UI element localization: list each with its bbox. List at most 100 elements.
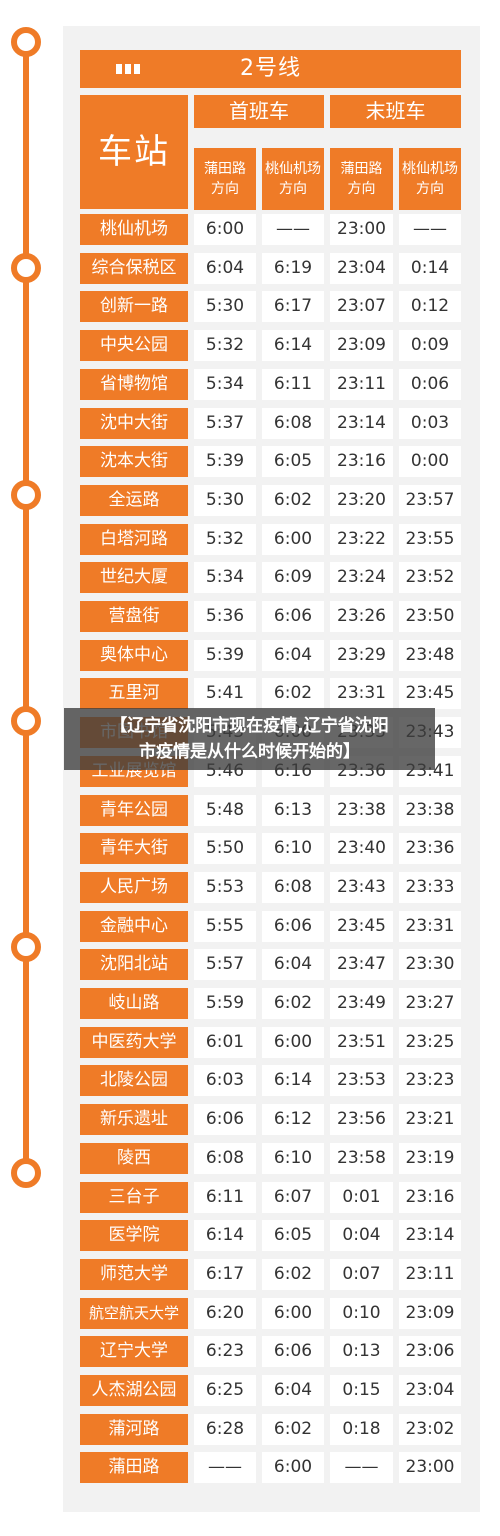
station-name: 五里河 [80,678,188,709]
station-name: 世纪大厦 [80,562,188,593]
first-train-taoxian-cell: 6:06 [262,1336,324,1367]
last-train-putian-cell: 23:29 [330,640,393,671]
last-train-taoxian-cell: 0:09 [399,330,461,361]
first-train-taoxian-cell: 6:00 [262,1452,324,1483]
station-name: 航空航天大学 [80,1298,188,1329]
first-train-taoxian-cell: 6:10 [262,833,324,864]
line-title: 2号线 [240,56,301,81]
last-train-taoxian-cell: 0:03 [399,408,461,439]
first-train-putian-cell: 5:30 [194,485,256,516]
first-train-taoxian-cell: 6:06 [262,601,324,632]
table-row: 人民广场 5:53 6:08 23:43 23:33 [80,872,461,903]
station-name: 人杰湖公园 [80,1375,188,1406]
first-train-putian-cell: 5:32 [194,330,256,361]
station-name: 全运路 [80,485,188,516]
table-row: 航空航天大学 6:20 6:00 0:10 23:09 [80,1298,461,1329]
last-train-putian-cell: 23:43 [330,872,393,903]
first-train-taoxian-cell: 6:08 [262,408,324,439]
first-train-taoxian-cell: 6:10 [262,1143,324,1174]
table-row: 桃仙机场 6:00 —— 23:00 —— [80,214,461,245]
station-name: 青年公园 [80,795,188,826]
station-name: 青年大街 [80,833,188,864]
first-train-taoxian-cell: 6:05 [262,1220,324,1251]
first-train-putian-cell: 6:14 [194,1220,256,1251]
first-train-taoxian-cell: —— [262,214,324,245]
last-train-taoxian-cell: 23:21 [399,1104,461,1135]
last-train-taoxian-cell: —— [399,214,461,245]
first-train-putian-cell: 6:25 [194,1375,256,1406]
table-row: 奥体中心 5:39 6:04 23:29 23:48 [80,640,461,671]
last-train-putian-cell: 23:38 [330,795,393,826]
table-row: 沈阳北站 5:57 6:04 23:47 23:30 [80,949,461,980]
metro-rail [23,42,29,1172]
last-train-putian-cell: 23:49 [330,988,393,1019]
first-train-taoxian-cell: 6:14 [262,1065,324,1096]
first-train-putian-cell: 6:00 [194,214,256,245]
last-train-taoxian-cell: 23:27 [399,988,461,1019]
last-train-taoxian-cell: 23:04 [399,1375,461,1406]
last-train-taoxian-cell: 23:19 [399,1143,461,1174]
caption-overlay: 【辽宁省沈阳市现在疫情,辽宁省沈阳 市疫情是从什么时候开始的】 [64,708,435,770]
last-train-taoxian-cell: 23:52 [399,562,461,593]
last-train-taoxian-cell: 23:14 [399,1220,461,1251]
last-train-taoxian-cell: 23:33 [399,872,461,903]
table-row: 人杰湖公园 6:25 6:04 0:15 23:04 [80,1375,461,1406]
first-train-taoxian-cell: 6:04 [262,1375,324,1406]
station-name: 蒲河路 [80,1414,188,1445]
table-row: 白塔河路 5:32 6:00 23:22 23:55 [80,524,461,555]
last-train-taoxian-cell: 23:16 [399,1182,461,1213]
last-train-putian-cell: 23:45 [330,911,393,942]
last-train-taoxian-cell: 0:12 [399,291,461,322]
last-train-putian-cell: 23:14 [330,408,393,439]
table-row: 三台子 6:11 6:07 0:01 23:16 [80,1182,461,1213]
station-name: 白塔河路 [80,524,188,555]
first-train-taoxian-cell: 6:02 [262,485,324,516]
first-train-taoxian-cell: 6:17 [262,291,324,322]
table-row: 陵西 6:08 6:10 23:58 23:19 [80,1143,461,1174]
first-train-taoxian-cell: 6:09 [262,562,324,593]
first-train-taoxian-cell: 6:12 [262,1104,324,1135]
table-row: 新乐遗址 6:06 6:12 23:56 23:21 [80,1104,461,1135]
last-train-taoxian-cell: 23:38 [399,795,461,826]
station-name: 陵西 [80,1143,188,1174]
metro-stop-icon [11,706,41,736]
first-train-putian-cell: 6:28 [194,1414,256,1445]
station-name: 三台子 [80,1182,188,1213]
last-train-putian-cell: 23:11 [330,369,393,400]
first-train-putian-cell: 6:20 [194,1298,256,1329]
last-train-putian-cell: 23:16 [330,446,393,477]
last-train-taoxian-cell: 23:30 [399,949,461,980]
last-train-taoxian-cell: 23:45 [399,678,461,709]
last-train-taoxian-cell: 0:06 [399,369,461,400]
table-row: 青年公园 5:48 6:13 23:38 23:38 [80,795,461,826]
last-train-taoxian-cell: 0:00 [399,446,461,477]
first-train-taoxian-cell: 6:02 [262,988,324,1019]
station-name: 医学院 [80,1220,188,1251]
station-column-header: 车站 [80,95,188,209]
last-train-putian-cell: 23:24 [330,562,393,593]
table-row: 中医药大学 6:01 6:00 23:51 23:25 [80,1027,461,1058]
station-name: 北陵公园 [80,1065,188,1096]
station-name: 沈中大街 [80,408,188,439]
station-name: 师范大学 [80,1259,188,1290]
station-name: 沈阳北站 [80,949,188,980]
table-row: 营盘街 5:36 6:06 23:26 23:50 [80,601,461,632]
first-train-putian-cell: 5:39 [194,446,256,477]
first-train-taoxian-cell: 6:08 [262,872,324,903]
table-row: 岐山路 5:59 6:02 23:49 23:27 [80,988,461,1019]
last-train-taoxian-cell: 23:36 [399,833,461,864]
first-train-header: 首班车 [194,95,324,128]
last-train-taoxian-cell: 23:09 [399,1298,461,1329]
direction-label: 桃仙机场 [402,161,458,177]
first-train-taoxian-cell: 6:11 [262,369,324,400]
table-row: 金融中心 5:55 6:06 23:45 23:31 [80,911,461,942]
direction-label: 方向 [416,181,444,197]
first-train-putian-cell: 6:17 [194,1259,256,1290]
first-train-taoxian-cell: 6:19 [262,253,324,284]
last-train-putian-cell: 0:01 [330,1182,393,1213]
first-train-putian-cell: 6:08 [194,1143,256,1174]
first-train-taoxian-cell: 6:00 [262,1027,324,1058]
first-train-putian-cell: 5:37 [194,408,256,439]
last-train-header: 末班车 [330,95,461,128]
last-train-taoxian-cell: 23:11 [399,1259,461,1290]
